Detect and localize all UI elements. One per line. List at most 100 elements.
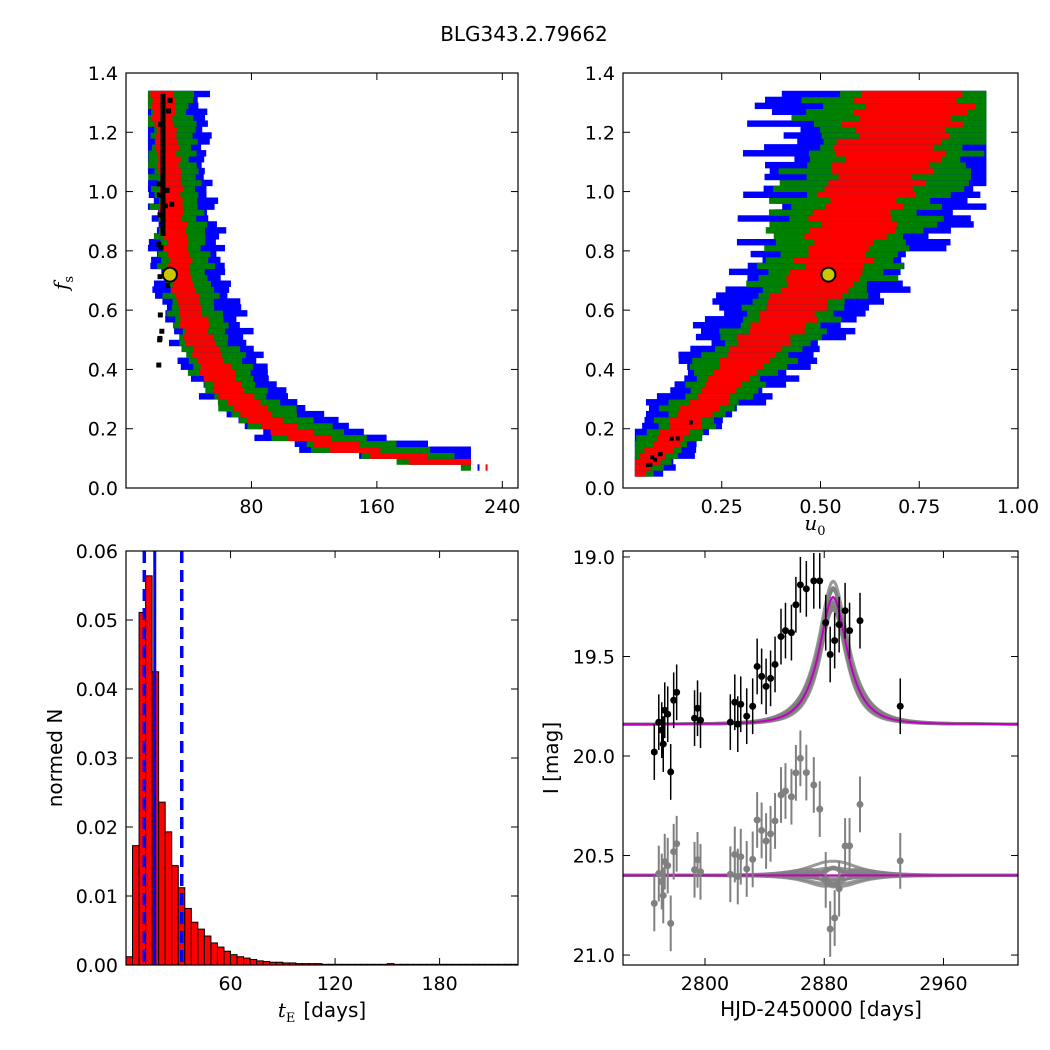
inner-region <box>728 351 775 359</box>
inner-region <box>780 286 849 293</box>
data-point <box>777 633 785 641</box>
tr-ytick-label: 1.0 <box>585 182 615 204</box>
figure-title: BLG343.2.79662 <box>440 22 608 46</box>
residual-point <box>787 793 795 801</box>
br-xtick-label: 2960 <box>919 973 967 995</box>
inner-region <box>833 144 934 151</box>
histogram-bar <box>184 907 192 965</box>
tl-ytick-label: 1.4 <box>88 63 118 85</box>
data-point <box>835 621 843 629</box>
inner-region <box>858 132 950 139</box>
histogram-bar <box>230 954 238 965</box>
inner-region <box>634 458 661 465</box>
br-xtick-label: 2800 <box>681 973 729 995</box>
bl-ytick-label: 0.01 <box>76 886 118 908</box>
residual-point <box>826 925 834 933</box>
tl-ylabel-subscript: s <box>62 276 77 283</box>
inner-region <box>313 440 360 447</box>
residual-point <box>792 769 800 777</box>
inner-region <box>812 209 891 216</box>
histogram-bar <box>256 960 264 965</box>
residual-point <box>796 754 804 762</box>
inner-region <box>669 416 702 424</box>
tr-ytick-label: 0.2 <box>585 419 615 441</box>
br-ytick-label: 21.0 <box>573 945 615 967</box>
inner-region <box>183 333 213 341</box>
tl-ytick-label: 0.6 <box>88 300 118 322</box>
residual-point <box>743 865 751 873</box>
data-point <box>762 682 770 690</box>
residual-point <box>726 870 734 878</box>
model-sample-curve <box>623 600 1018 726</box>
sample-point <box>157 212 163 218</box>
inner-region <box>161 197 183 204</box>
inner-region <box>865 102 976 110</box>
inner-region <box>166 268 191 276</box>
inner-region <box>838 173 912 181</box>
histogram-bar <box>158 801 166 965</box>
inner-region <box>158 156 181 163</box>
data-point <box>810 577 818 585</box>
inner-region <box>736 333 791 341</box>
residual-point <box>655 870 663 878</box>
inner-region <box>199 369 235 376</box>
residual-point <box>846 842 854 850</box>
data-point <box>771 660 779 668</box>
residual-point <box>664 862 672 870</box>
inner-region <box>156 132 177 139</box>
residual-point <box>771 817 779 825</box>
outer-region <box>477 464 480 471</box>
histogram-bar <box>164 831 173 965</box>
inner-region <box>213 381 242 388</box>
sample-point <box>159 328 165 334</box>
inner-region <box>158 167 181 175</box>
histogram-bar <box>171 865 179 965</box>
inner-region <box>738 339 791 347</box>
inner-region <box>178 298 200 305</box>
residual-point <box>896 857 904 865</box>
residual-point <box>749 855 757 863</box>
sample-point <box>658 451 663 456</box>
inner-region <box>185 339 216 347</box>
tr-ytick-label: 0.8 <box>585 241 615 263</box>
br-ylabel: I [mag] <box>539 722 563 794</box>
tr-xlabel-symbol: u <box>804 511 817 535</box>
inner-region <box>831 161 929 169</box>
inner-region <box>179 304 202 311</box>
tl-ylabel: fs <box>49 276 77 292</box>
inner-region <box>213 387 245 394</box>
inner-region <box>767 298 828 305</box>
inner-region <box>689 399 729 406</box>
inner-region <box>634 464 651 471</box>
inner-region <box>165 227 186 234</box>
data-point <box>826 651 834 658</box>
sample-point <box>650 455 655 460</box>
residual-point <box>650 899 658 907</box>
inner-region <box>157 126 177 133</box>
bl-xlabel: tE [days] <box>278 998 366 1026</box>
br-xlabel: HJD-2450000 [days] <box>720 997 922 1021</box>
tl-ytick-label: 0.2 <box>88 419 118 441</box>
br-frame <box>622 550 1019 966</box>
clip-br-plot-area <box>623 552 1018 957</box>
tr-xtick-label: 0.50 <box>799 496 841 518</box>
residual-point <box>762 837 770 845</box>
inner-region <box>729 345 781 353</box>
data-point <box>650 748 658 756</box>
sample-point <box>156 362 162 368</box>
tr-xlabel: u0 <box>804 511 825 539</box>
tr-ytick-label: 0.4 <box>585 359 615 381</box>
data-point <box>796 581 804 589</box>
bl-xtick-label: 180 <box>421 973 457 995</box>
inner-region <box>167 262 191 270</box>
inner-region <box>160 179 181 187</box>
inner-region <box>828 179 926 187</box>
data-point <box>726 718 734 726</box>
inner-region <box>170 256 193 264</box>
residual-point <box>734 872 742 880</box>
inner-region <box>160 173 181 181</box>
panel-fs-vs-te: 80 160 240 0.0 0.2 0.4 0.6 0.8 1.0 1.2 1.4 fs <box>49 63 520 518</box>
data-point <box>896 702 904 710</box>
inner-region <box>804 233 887 240</box>
sample-point <box>653 457 658 462</box>
